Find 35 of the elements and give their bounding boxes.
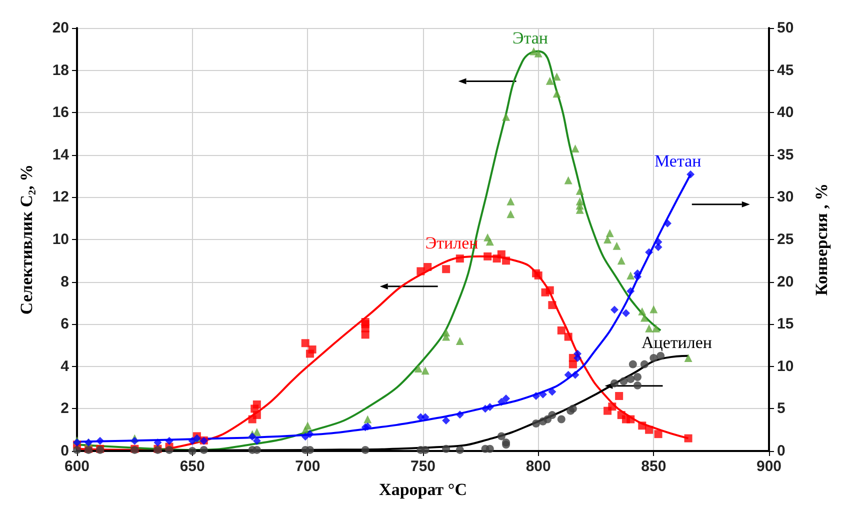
- y-tick-label: 14: [52, 146, 70, 164]
- y-tick-label: 2: [60, 400, 69, 418]
- x-tick-label: 800: [526, 458, 551, 475]
- series-label: Метан: [654, 151, 702, 170]
- y2-tick-label: 40: [777, 104, 794, 122]
- x-tick-label: 650: [180, 458, 205, 475]
- y2-axis-title: Конверсия , %: [812, 183, 831, 296]
- x-axis-title: Харорат °C: [379, 480, 467, 499]
- y2-tick-label: 5: [777, 400, 786, 418]
- series-label: Этан: [512, 28, 548, 48]
- y-tick-label: 18: [52, 62, 69, 79]
- y-tick-label: 8: [60, 273, 69, 290]
- y2-tick-label: 35: [777, 146, 794, 164]
- y2-tick-label: 25: [777, 231, 794, 248]
- y-tick-label: 6: [60, 316, 69, 333]
- y2-tick-label: 20: [777, 273, 794, 290]
- x-tick-label: 850: [641, 458, 666, 475]
- y-tick-label: 12: [52, 188, 69, 206]
- y-tick-label: 4: [60, 358, 70, 375]
- y2-tick-label: 10: [777, 358, 794, 375]
- y2-tick-label: 50: [777, 20, 794, 36]
- y-axis-title: Селективлик C₂, %: [17, 164, 36, 315]
- x-tick-label: 750: [410, 458, 436, 475]
- y-tick-label: 0: [60, 442, 69, 460]
- x-tick-label: 600: [64, 458, 90, 475]
- x-tick-label: 900: [756, 458, 782, 475]
- series-label: Ацетилен: [641, 332, 712, 352]
- y2-tick-label: 0: [777, 442, 786, 460]
- y-tick-label: 10: [52, 231, 69, 248]
- y2-tick-label: 30: [777, 188, 794, 206]
- x-tick-label: 700: [295, 458, 320, 475]
- y2-tick-label: 15: [777, 316, 794, 333]
- y2-tick-label: 45: [777, 62, 794, 79]
- y-tick-label: 16: [52, 104, 69, 122]
- y-tick-label: 20: [52, 20, 69, 36]
